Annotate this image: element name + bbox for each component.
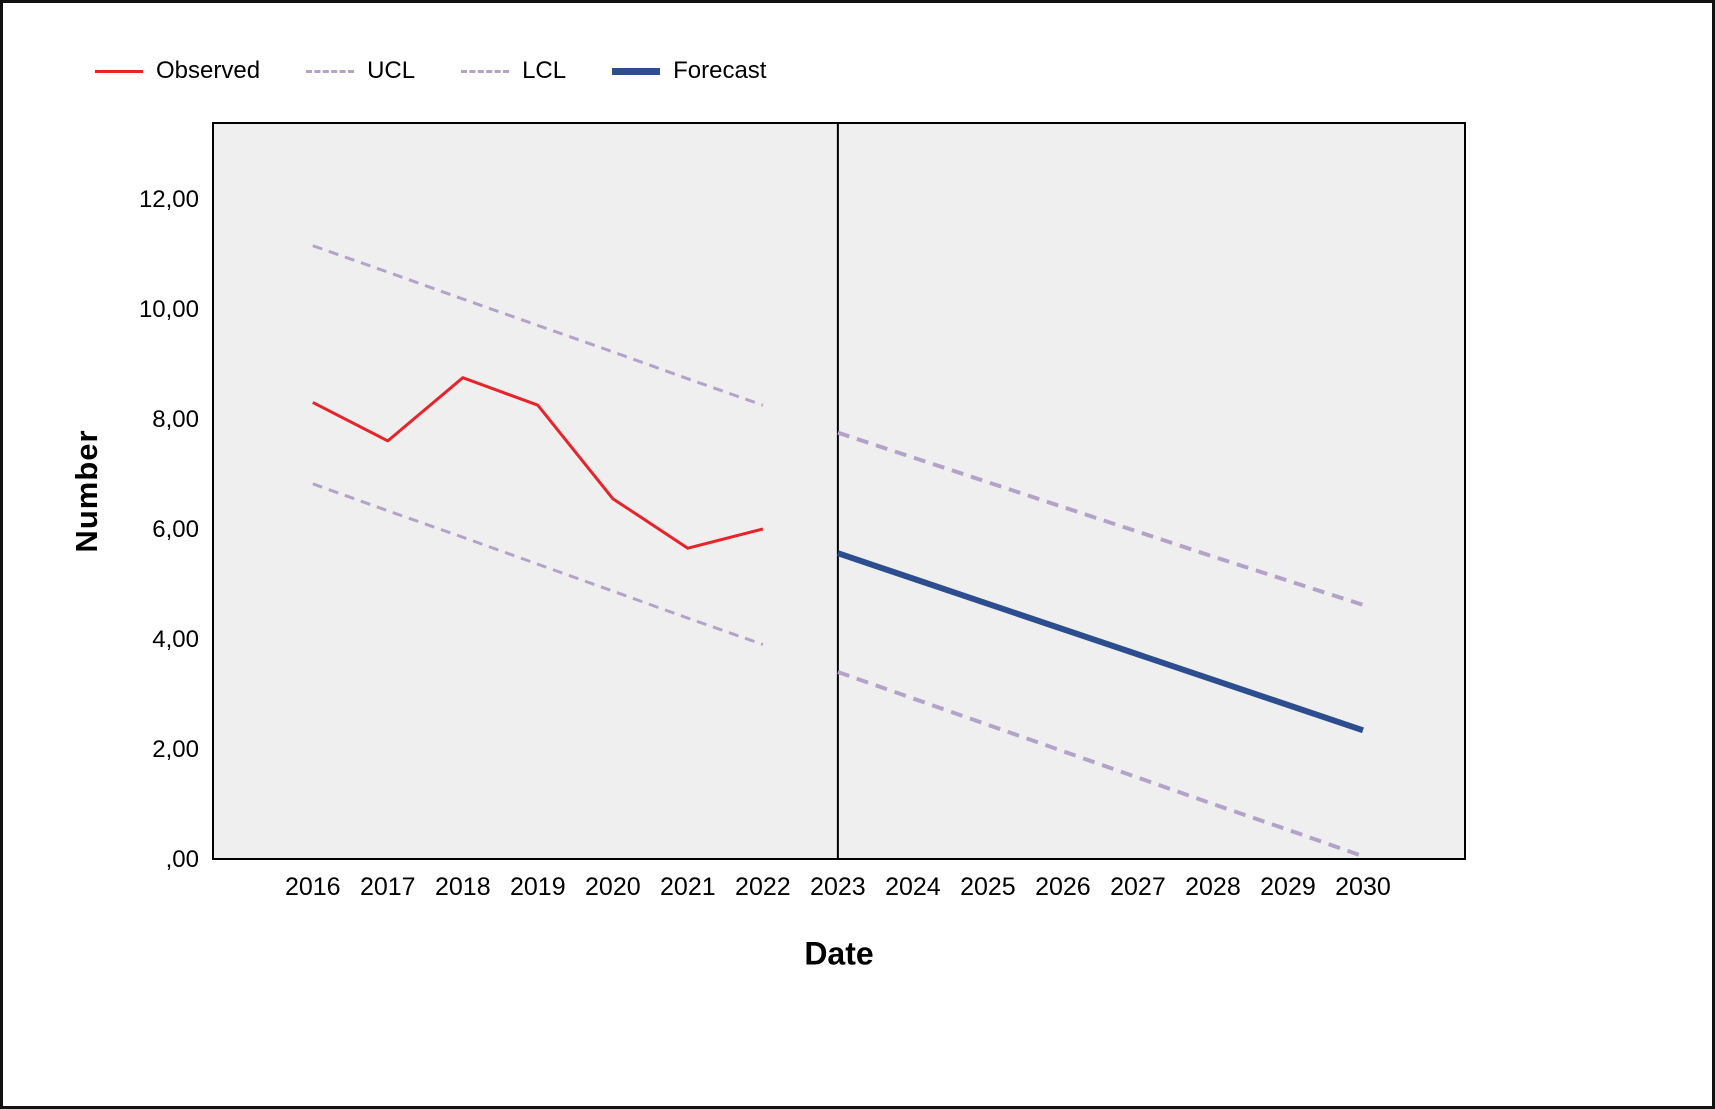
y-tick-label: 12,00: [139, 186, 199, 213]
x-tick-label: 2022: [735, 873, 791, 901]
chart-svg: ,00 2,00 4,00 6,00 8,00 10,00 12,00 2016 2017 201…: [139, 122, 1466, 901]
y-tick-label: 4,00: [152, 626, 199, 653]
legend-label-forecast: Forecast: [673, 57, 767, 84]
series-ucl-fit: [312, 244, 764, 407]
legend-swatch-lcl: [461, 69, 510, 73]
legend-swatch-observed: [95, 69, 143, 73]
x-axis-title: Date: [804, 935, 874, 972]
plot-area: [212, 122, 1466, 860]
x-tick-label: 2029: [1260, 873, 1316, 901]
legend-label-ucl: UCL: [367, 57, 416, 84]
y-tick-label: 8,00: [152, 406, 199, 433]
legend-label-observed: Observed: [156, 57, 261, 84]
y-tick-label: 6,00: [152, 516, 199, 543]
legend-swatch-forecast: [612, 67, 661, 75]
y-tick-label: ,00: [166, 846, 199, 873]
legend-label-lcl: LCL: [522, 57, 567, 84]
x-tick-label: 2030: [1335, 873, 1391, 901]
legend-item-observed: Observed: [95, 59, 260, 83]
x-tick-label: 2028: [1185, 873, 1241, 901]
series-observed: [312, 376, 764, 550]
x-tick-label: 2026: [1035, 873, 1091, 901]
x-tick-label: 2024: [885, 873, 941, 901]
x-tick-label: 2020: [585, 873, 641, 901]
legend: Observed UCL LCL Forecast: [95, 59, 766, 83]
series-forecast: [836, 550, 1364, 734]
x-tick-label: 2016: [285, 873, 341, 901]
x-tick-label: 2021: [660, 873, 716, 901]
x-tick-label: 2025: [960, 873, 1016, 901]
x-tick-label: 2027: [1110, 873, 1166, 901]
legend-item-ucl: UCL: [306, 59, 415, 83]
y-tick-label: 10,00: [139, 296, 199, 323]
series-lcl-fit: [312, 482, 764, 646]
legend-swatch-ucl: [306, 69, 355, 73]
series-ucl-forecast: [837, 430, 1364, 607]
legend-item-forecast: Forecast: [612, 59, 766, 83]
x-tick-label: 2017: [360, 873, 416, 901]
x-tick-label: 2019: [510, 873, 566, 901]
x-tick-label: 2018: [435, 873, 491, 901]
legend-item-lcl: LCL: [461, 59, 566, 83]
series-lcl-forecast: [837, 670, 1364, 859]
x-tick-label: 2023: [810, 873, 866, 901]
y-axis-title: Number: [69, 429, 104, 553]
y-tick-label: 2,00: [152, 736, 199, 763]
